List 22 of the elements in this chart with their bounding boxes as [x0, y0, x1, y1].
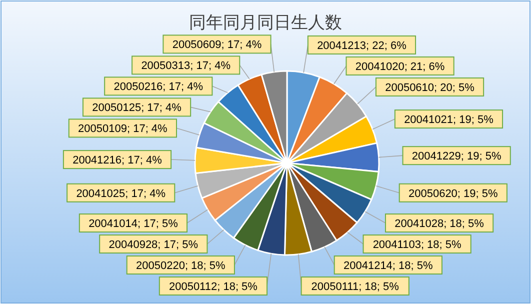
slice-label: 20040928; 17; 5% — [108, 239, 198, 251]
slice-label: 20050112; 18; 5% — [168, 281, 258, 293]
slice-label: 20050609; 17; 4% — [172, 39, 262, 52]
slice-label: 20041103; 18; 5% — [372, 239, 462, 251]
slice-label: 20050109; 17; 4% — [78, 123, 168, 136]
slice-label: 20041028; 18; 5% — [394, 218, 484, 230]
slice-label: 20041021; 19; 5% — [404, 114, 494, 126]
slice-label: 20041014; 17; 5% — [88, 218, 178, 230]
chart-title: 同年同月同日生人数 — [189, 13, 342, 33]
slice-label: 20041214; 18; 5% — [344, 260, 434, 272]
slice-label: 20050610; 20; 5% — [385, 82, 475, 94]
slice-label: 20050125; 17; 4% — [92, 102, 182, 114]
slice-label: 20041229; 19; 5% — [412, 150, 502, 163]
slice-label: 20050111; 18; 5% — [311, 281, 400, 293]
slice-label: 20050313; 17; 4% — [141, 60, 231, 72]
slice-label: 20041216; 17; 4% — [72, 154, 162, 167]
slice-label: 20041020; 21; 6% — [355, 60, 445, 73]
slice-label: 20050620; 19; 5% — [408, 188, 498, 200]
slice-label: 20050220; 18; 5% — [136, 260, 226, 272]
slice-label: 20041025; 17; 4% — [76, 188, 166, 200]
slice-label: 20050216; 17; 4% — [114, 81, 204, 94]
slice-label: 20041213; 22; 6% — [317, 40, 407, 52]
